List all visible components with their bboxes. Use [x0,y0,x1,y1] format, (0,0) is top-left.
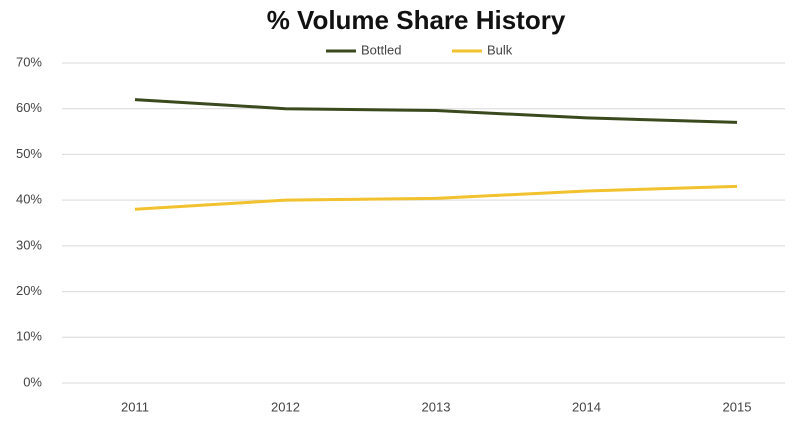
y-tick-label: 10% [16,329,42,344]
y-tick-label: 40% [16,192,42,207]
y-tick-label: 70% [16,54,42,69]
y-tick-label: 60% [16,100,42,115]
x-tick-label: 2015 [723,399,752,414]
y-tick-label: 20% [16,283,42,298]
series-line [134,184,738,211]
y-tick-label: 30% [16,237,42,252]
x-tick-label: 2011 [121,399,149,414]
chart-title: % Volume Share History [267,5,566,35]
y-tick-label: 0% [23,374,42,389]
x-tick-label: 2012 [271,399,300,414]
legend-label: Bulk [487,42,513,57]
y-tick-label: 50% [16,146,42,161]
series-line [134,98,738,124]
legend-label: Bottled [361,42,401,57]
x-tick-label: 2014 [572,399,601,414]
x-tick-label: 2013 [422,399,451,414]
